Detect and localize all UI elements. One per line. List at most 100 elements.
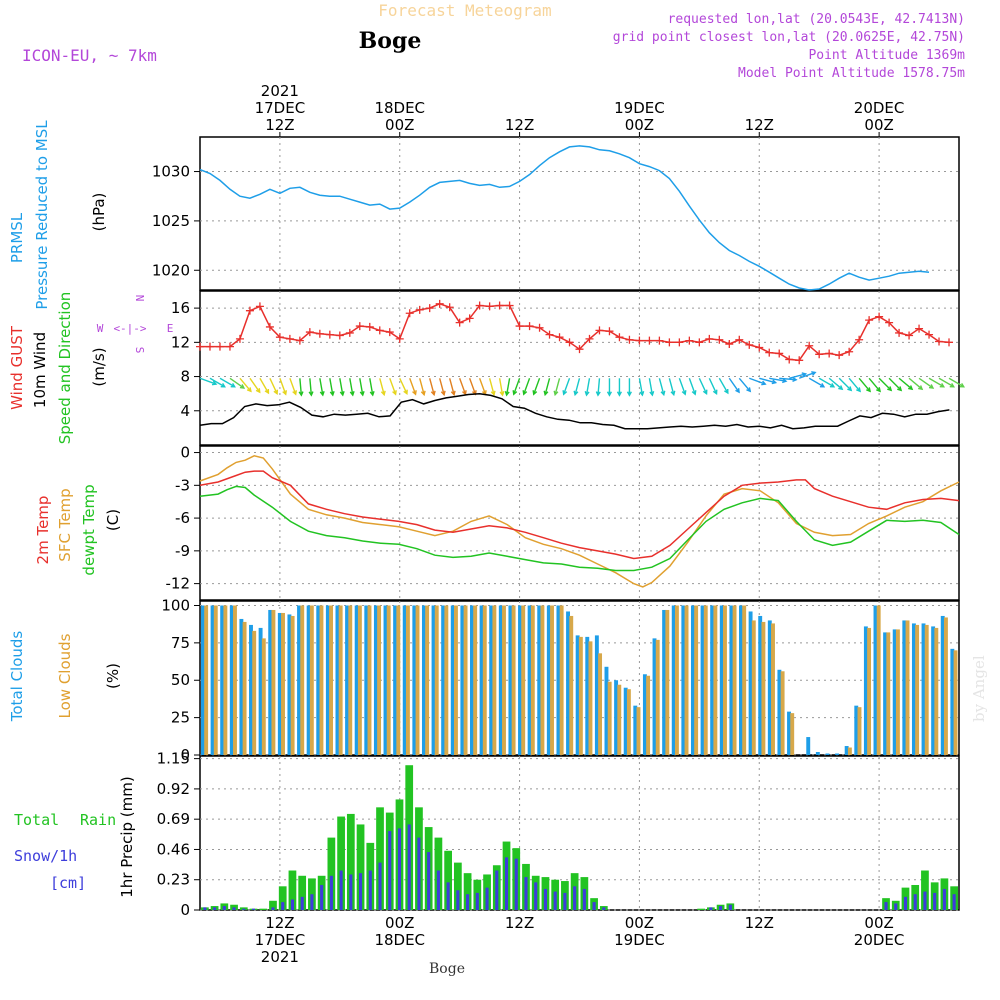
gust-marker [235,334,244,343]
y-tick-label: 16 [171,299,190,317]
total-cloud-bar [614,680,619,755]
panel-4: 0 0.23 0.46 0.69 0.92 1.15 [157,750,960,919]
wind-arrow-shaft [513,378,521,395]
wind-arrow-head [329,390,335,397]
snow-bar [271,907,275,910]
gust-marker [655,336,664,345]
low-cloud-bar [502,605,506,755]
snow-bar [407,824,411,910]
wind-arrow-head [282,390,288,396]
y-tick-label: 12 [171,333,190,351]
wind-arrow-shaft [505,378,511,396]
total-cloud-bar [479,605,484,755]
svg-text:2m Temp: 2m Temp [34,496,52,565]
gust-marker [645,336,654,345]
total-cloud-bar [604,666,609,755]
rain-bar [356,824,365,910]
low-cloud-bar [338,605,343,755]
wind-arrow-head [939,382,946,388]
gust-marker [815,350,824,359]
y-tick-label: 1020 [152,261,190,279]
low-cloud-bar [905,620,910,755]
wind-arrow [898,377,914,391]
snow-bar [368,870,372,910]
snow-bar [456,890,460,910]
total-cloud-bar [892,629,897,755]
gust-marker [325,330,334,339]
total-cloud-bar [556,605,561,755]
gust-marker [795,356,804,365]
gust-marker [455,318,464,327]
wind-arrow [749,377,767,386]
low-cloud-bar [684,605,689,755]
gust-marker [555,333,564,342]
wind-arrow-head [660,390,666,397]
gust-marker [245,306,254,315]
low-cloud-bar [463,605,468,755]
y-tick-label: 8 [180,368,190,386]
svg-text:Rain: Rain [80,811,116,829]
gust-marker [635,336,644,345]
svg-text:Speed and Direction: Speed and Direction [56,292,74,445]
compass-e: E [167,322,174,335]
wind-arrow [279,378,288,396]
gust-marker [765,348,774,357]
total-cloud-bar [518,605,522,755]
wind-arrow [439,378,446,397]
wind-arrow-shaft [749,377,766,385]
wind-arrow-shaft [888,377,902,391]
snow-bar [436,870,440,910]
wind-arrow-shaft [948,377,965,388]
gust-marker [435,299,444,308]
wind-arrow-head [211,380,218,386]
total-cloud-bar [354,605,359,755]
wind-arrow-shaft [668,378,675,395]
wind-arrow [532,378,541,396]
low-cloud-bar [329,605,334,755]
wind-arrow [738,377,752,393]
wind-arrow-head [626,391,632,397]
svg-text:(m/s): (m/s) [90,347,108,386]
wind-arrow-shaft [299,378,303,396]
total-cloud-bar [239,618,244,755]
panel-2: 0 -3 -6 -9 -12 [166,444,960,601]
total-cloud-bar [594,635,599,755]
wind-arrow-shaft [818,377,835,388]
wind-arrow-shaft [199,377,217,385]
wind-arrow-shaft [789,373,806,379]
bottom-time-label: 2021 [261,948,299,966]
bottom-time-label: 18DEC [374,931,425,949]
wind-arrow-shaft [419,378,425,395]
low-cloud-bar [425,605,430,755]
gust-marker [405,309,414,318]
snow-bar [903,896,908,910]
wind-arrow-shaft [229,377,245,389]
gust-marker [525,322,534,331]
wind-arrow-head [595,391,601,397]
wind-arrow-head [838,385,844,391]
compass-s: S [133,347,146,354]
total-cloud-bar [825,753,830,755]
wind-arrow [648,378,655,397]
snow-bar [290,899,294,910]
wind-arrow-shaft [523,378,531,395]
snow-bar [213,907,217,910]
snow-bar [514,858,518,910]
total-cloud-bar [325,605,330,755]
wind-arrow-head [897,386,903,392]
wind-arrow-head [735,388,740,394]
gust-marker [685,336,694,345]
rain-bar [337,816,345,910]
wind-arrow-shaft [759,377,776,384]
low-cloud-bar [588,641,593,755]
wind-arrow [478,378,487,396]
wind-arrow [504,378,511,397]
wind-arrow [668,378,676,397]
wind-arrow-head [504,390,510,397]
wind-arrow-head [532,390,538,396]
low-cloud-bar [771,623,775,755]
cloud-side-label: Total Clouds Low Clouds (%) [8,631,122,723]
model-point-altitude: Model Point Altitude 1578.75m [738,66,965,81]
low-cloud-bar [300,605,305,755]
snow-bar [251,908,256,910]
